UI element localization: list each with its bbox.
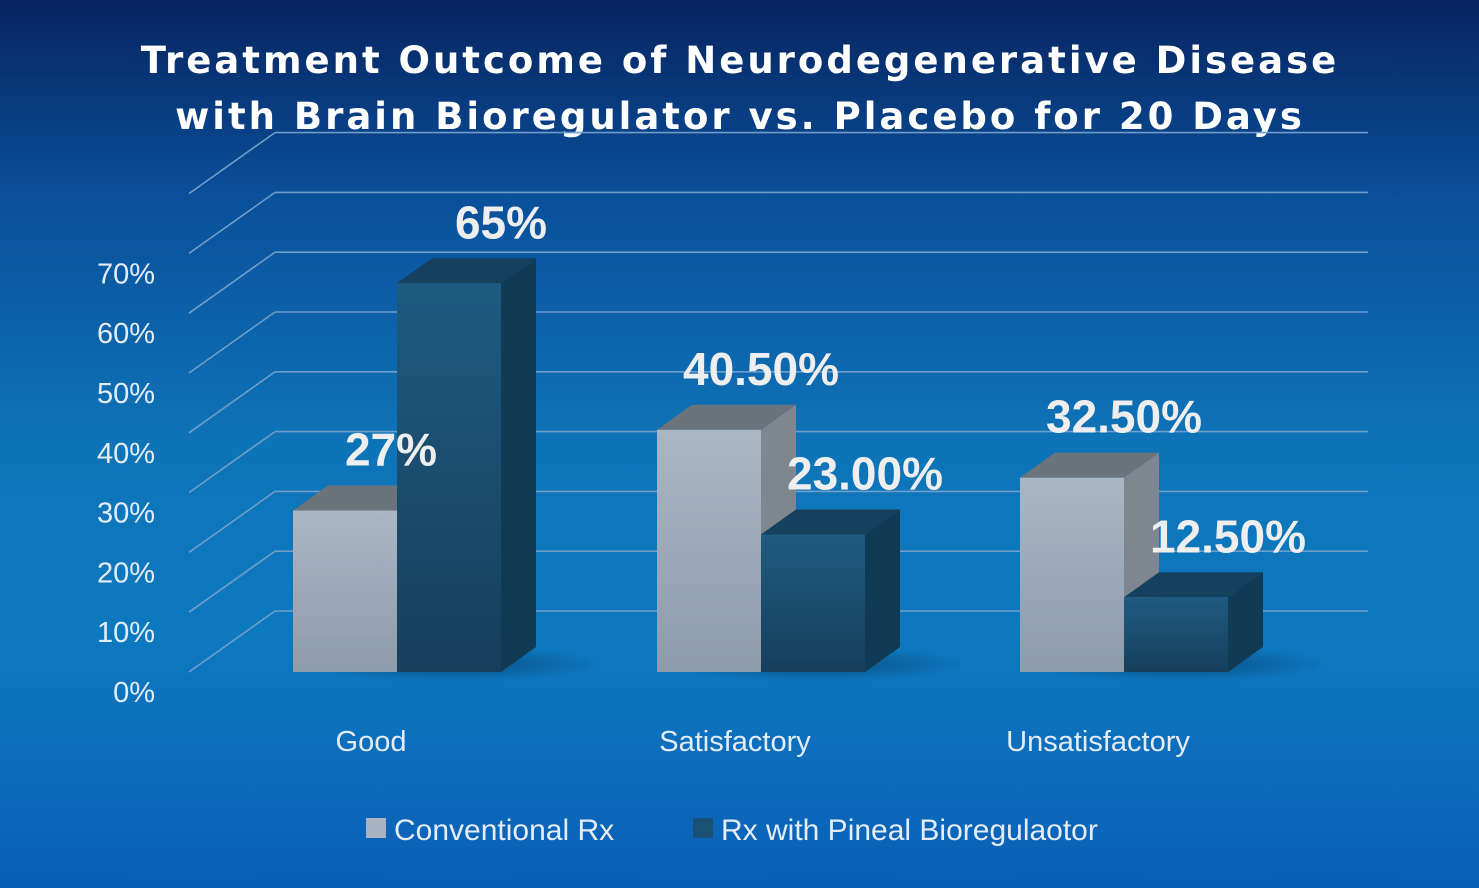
y-tick-label-50: 50% (97, 378, 155, 410)
chart-title-line-2: with Brain Bioregulator vs. Placebo for … (175, 95, 1305, 138)
y-tick-label-30: 30% (97, 498, 155, 530)
legend-swatch-conventional-rx (366, 818, 386, 838)
bar-rx-with-pineal-bioregulaotor-unsatisfactory (1124, 572, 1263, 672)
gridline-diagonal-50 (188, 311, 276, 374)
gridline-diagonal-70 (188, 191, 276, 255)
bar-conventional-rx-good-front (293, 510, 397, 672)
bar-rx-with-pineal-bioregulaotor-good-top (397, 258, 536, 284)
bars: 27% 40.50% 32.50% 65% 23.00% 12.50% (293, 196, 1329, 682)
data-label-rx-with-pineal-bioregulaotor-unsatisfactory: 12.50% (1150, 510, 1306, 562)
data-label-conventional-rx-good: 27% (345, 424, 437, 476)
legend: Conventional Rx Rx with Pineal Bioregula… (366, 814, 1098, 847)
bar-rx-with-pineal-bioregulaotor-unsatisfactory-side (1228, 572, 1263, 672)
gridline-diagonal-60 (188, 251, 276, 314)
bar-rx-with-pineal-bioregulaotor-good (397, 258, 536, 672)
gridline-diagonal-30 (188, 430, 276, 494)
y-tick-label-10: 10% (97, 617, 155, 649)
y-tick-label-0: 0% (113, 677, 155, 709)
data-label-rx-with-pineal-bioregulaotor-good: 65% (455, 196, 547, 248)
gridline-diagonal-0 (188, 610, 276, 673)
bar-rx-with-pineal-bioregulaotor-satisfactory-side (865, 509, 900, 672)
gridline-diagonal-10 (188, 550, 276, 613)
bar-conventional-rx-unsatisfactory-front (1020, 477, 1124, 672)
legend-label-rx-with-pineal-bioregulaotor: Rx with Pineal Bioregulaotor (721, 814, 1098, 847)
bar-rx-with-pineal-bioregulaotor-satisfactory (761, 509, 900, 672)
x-axis: Good Satisfactory Unsatisfactory (336, 726, 1191, 758)
bar-rx-with-pineal-bioregulaotor-unsatisfactory-front (1124, 597, 1228, 672)
bar-rx-with-pineal-bioregulaotor-good-side (501, 258, 536, 672)
y-axis: 0% 10% 20% 30% 40% 50% 60% 70% (97, 258, 155, 709)
chart-title-line-1: Treatment Outcome of Neurodegenerative D… (141, 39, 1339, 82)
data-label-rx-with-pineal-bioregulaotor-satisfactory: 23.00% (787, 447, 943, 499)
bar-rx-with-pineal-bioregulaotor-satisfactory-top (761, 509, 900, 535)
bar-conventional-rx-unsatisfactory-top (1020, 452, 1159, 478)
y-tick-label-20: 20% (97, 557, 155, 589)
x-tick-label-satisfactory: Satisfactory (659, 726, 811, 758)
x-tick-label-unsatisfactory: Unsatisfactory (1006, 726, 1190, 758)
gridline-diagonal-20 (188, 490, 276, 554)
y-tick-label-60: 60% (97, 318, 155, 350)
legend-label-conventional-rx: Conventional Rx (394, 814, 614, 847)
gridline-diagonal-40 (188, 371, 276, 434)
bar-rx-with-pineal-bioregulaotor-good-front (397, 283, 501, 672)
bar-conventional-rx-satisfactory-top (657, 404, 796, 430)
chart-title: Treatment Outcome of Neurodegenerative D… (141, 39, 1339, 138)
data-label-conventional-rx-satisfactory: 40.50% (683, 343, 839, 395)
data-label-conventional-rx-unsatisfactory: 32.50% (1046, 391, 1202, 443)
bar-rx-with-pineal-bioregulaotor-satisfactory-front (761, 534, 865, 672)
y-tick-label-70: 70% (97, 258, 155, 290)
gridline-diagonal-80 (188, 131, 276, 195)
bar-conventional-rx-satisfactory-front (657, 429, 761, 672)
x-tick-label-good: Good (336, 726, 407, 758)
legend-swatch-rx-with-pineal-bioregulaotor (693, 818, 713, 838)
y-tick-label-40: 40% (97, 438, 155, 470)
bar-rx-with-pineal-bioregulaotor-unsatisfactory-top (1124, 572, 1263, 598)
